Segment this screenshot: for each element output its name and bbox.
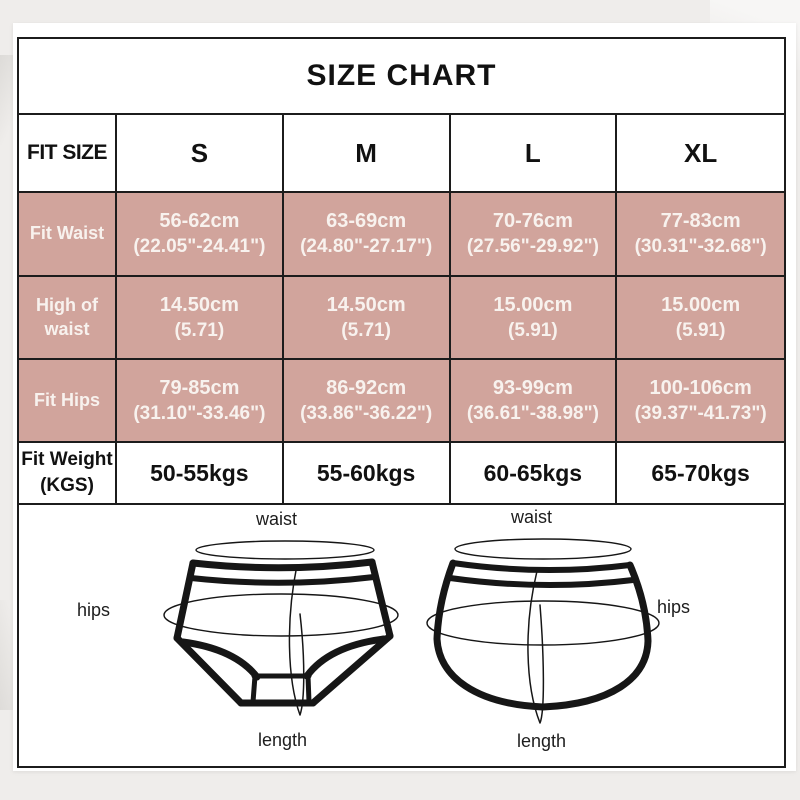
cell-high-of-waist-xl: 15.00cm (5.91) [617,277,784,360]
value-cm: 100-106cm [649,376,752,399]
cell-fit-weight-m: 55-60kgs [283,443,451,505]
row-label-line: Fit Waist [29,223,105,244]
value-kg: 55-60kgs [316,459,416,486]
size-chart-table: SIZE CHART FIT SIZE S M L XL Fit Waist 5… [17,37,786,768]
cell-fit-waist-l: 70-76cm (27.56"-29.92") [450,193,618,277]
length-measure-line [288,564,305,716]
measurement-diagram-area: waist hips length waist hips length [19,505,784,766]
value-kg: 50-55kgs [150,459,249,486]
value-cm: 77-83cm [660,210,741,233]
value-cm: 70-76cm [492,210,573,233]
value-kg: 65-70kgs [651,459,750,486]
back-hips-label: hips [657,597,691,617]
header-size-m: M [283,115,451,193]
cell-fit-weight-s: 50-55kgs [117,443,284,505]
back-length-label: length [517,731,567,751]
right-leg-hem [303,635,388,680]
waistband-top [189,558,376,572]
cell-high-of-waist-l: 15.00cm (5.91) [450,277,618,360]
value-inch: (5.91) [675,319,726,341]
right-leg-edge [309,632,394,707]
row-label-line: Fit Hips [34,389,100,410]
size-chart-title: SIZE CHART [19,39,784,115]
gusset-left-side [250,673,258,705]
waistband-bottom [447,575,636,589]
value-cm: 14.50cm [159,293,239,316]
cell-fit-weight-xl: 65-70kgs [617,443,784,505]
value-kg: 60-65kgs [483,459,583,486]
cell-fit-hips-s: 79-85cm (31.10"-33.46") [117,360,284,443]
row-label-fit-hips: Fit Hips [19,360,117,443]
value-cm: 56-62cm [159,210,240,233]
back-outline [433,559,652,711]
cell-fit-hips-l: 93-99cm (36.61"-38.98") [450,360,618,443]
gusset-right-side [305,673,312,705]
cell-high-of-waist-m: 14.50cm (5.71) [283,277,451,360]
value-cm: 63-69cm [326,210,407,233]
value-inch: (31.10"-33.46") [133,402,266,424]
row-label-fit-weight: Fit Weight (KGS) [19,443,117,505]
hips-measure-ellipse [426,600,660,646]
cell-fit-weight-l: 60-65kgs [450,443,618,505]
row-label-line: waist [44,318,90,339]
value-inch: (33.86"-36.22") [300,402,433,424]
value-cm: 93-99cm [492,376,573,399]
value-inch: (5.71) [341,319,391,341]
value-inch: (36.61"-38.98") [466,402,599,424]
right-side [368,558,394,640]
brief-front-diagram [163,540,399,716]
value-inch: (5.91) [508,319,558,341]
back-waist-label: waist [511,507,553,527]
cell-high-of-waist-s: 14.50cm (5.71) [117,277,284,360]
waistband-top [450,560,633,574]
value-inch: (22.05"-24.41") [133,236,266,258]
length-measure-line [527,570,545,724]
row-label-line: (KGS) [40,475,94,496]
front-waist-label: waist [256,509,298,529]
cell-fit-waist-m: 63-69cm (24.80"-27.17") [283,193,451,277]
row-label-line: High of [36,295,98,316]
value-inch: (30.31"-32.68") [634,236,767,258]
value-inch: (27.56"-29.92") [466,236,599,258]
left-side [173,559,197,642]
header-size-s: S [117,115,284,193]
value-cm: 14.50cm [326,293,406,316]
hips-measure-ellipse [163,593,399,637]
value-inch: (24.80"-27.17") [300,236,433,258]
waistband-bottom [188,574,377,586]
brief-back-diagram [426,538,660,724]
cell-fit-waist-xl: 77-83cm (30.31"-32.68") [617,193,784,277]
left-leg-edge [173,634,245,707]
waist-measure-ellipse [195,540,375,560]
waist-measure-ellipse [454,538,632,560]
header-size-l: L [450,115,618,193]
value-inch: (5.71) [174,319,225,341]
cell-fit-hips-m: 86-92cm (33.86"-36.22") [283,360,451,443]
front-hips-label: hips [77,600,111,620]
row-label-high-of-waist: High of waist [19,277,117,360]
front-length-label: length [258,730,308,750]
cell-fit-waist-s: 56-62cm (22.05"-24.41") [117,193,284,277]
value-cm: 15.00cm [493,293,573,316]
header-fit-size: FIT SIZE [19,115,117,193]
row-label-line: Fit Weight [21,449,113,471]
value-cm: 86-92cm [326,376,407,399]
value-inch: (39.37"-41.73") [634,402,767,424]
value-cm: 79-85cm [159,376,240,399]
row-label-fit-waist: Fit Waist [19,193,117,277]
header-size-xl: XL [617,115,784,193]
value-cm: 15.00cm [661,293,741,316]
left-leg-hem [179,638,261,681]
cell-fit-hips-xl: 100-106cm (39.37"-41.73") [617,360,784,443]
